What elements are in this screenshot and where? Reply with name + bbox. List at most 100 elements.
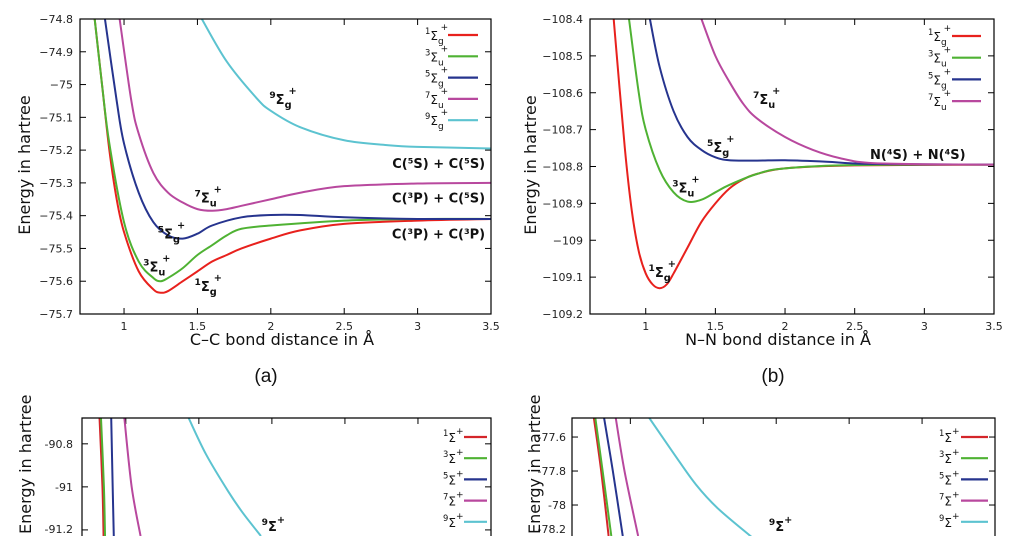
term-subscript: g [173, 235, 180, 246]
legend-label: 9Σ+ [939, 512, 959, 530]
term-symbol: Σ [944, 495, 952, 509]
term-symbol: Σ [679, 181, 688, 196]
legend-label: 5Σ+ [939, 469, 959, 487]
term-symbol: Σ [149, 260, 158, 275]
term-superscript: + [441, 23, 449, 33]
term-superscript: + [668, 259, 676, 270]
term-superscript: + [456, 448, 464, 458]
term-superscript: + [691, 174, 699, 185]
legend-label: 7Σu + [425, 87, 448, 111]
legend-label: 5Σg + [425, 66, 448, 90]
term-multiplicity: 5 [939, 470, 944, 480]
y-tick-label: −109.1 [542, 271, 583, 284]
term-superscript: + [952, 512, 960, 522]
term-superscript: + [277, 515, 285, 526]
term-superscript: + [952, 427, 960, 437]
legend-label: 3Σ+ [939, 448, 959, 466]
term-multiplicity: 3 [143, 258, 149, 268]
series-line-3sigma [628, 19, 994, 203]
series-line-7sigma [123, 418, 142, 536]
y-tick-label: −108.9 [542, 197, 583, 210]
term-subscript: u [941, 60, 947, 70]
x-tick-label: 3.5 [985, 320, 1003, 333]
term-superscript: + [162, 253, 170, 264]
term-multiplicity: 1 [928, 27, 933, 37]
term-multiplicity: 9 [443, 513, 448, 523]
term-multiplicity: 3 [672, 179, 678, 189]
term-superscript: + [456, 491, 464, 501]
term-superscript: + [456, 512, 464, 522]
term-multiplicity: 7 [753, 91, 759, 101]
chart-0: 1 1.5 2 2.5 3 3.5 −74.8 −74.9 −75 −75.1 −75.2 −75.3… [15, 13, 500, 387]
series-line-9sigma [200, 19, 491, 150]
chart-3: -77.6-77.8-78-78.21Σ+3Σ+5Σ+7Σ+9Σ+9Σ+Ener… [525, 395, 996, 536]
series-line-7sigma [700, 19, 994, 166]
term-superscript: + [289, 86, 297, 97]
x-tick-label: 2 [267, 320, 274, 333]
y-tick-label: −75.2 [39, 144, 73, 157]
y-tick-label: -77.8 [538, 465, 566, 478]
term-symbol: Σ [448, 431, 456, 445]
term-symbol: Σ [448, 495, 456, 509]
term-symbol: Σ [164, 228, 173, 243]
series-line-5sigma [648, 19, 994, 166]
term-superscript: + [456, 469, 464, 479]
term-symbol: Σ [944, 431, 952, 445]
term-multiplicity: 7 [939, 492, 944, 502]
term-symbol: Σ [933, 95, 941, 109]
legend-label: 7Σ+ [443, 491, 463, 509]
state-annotation: 3Σu + [672, 174, 699, 199]
term-subscript: u [941, 103, 947, 113]
series-line-3sigma [99, 418, 107, 536]
y-tick-label: −75.3 [39, 177, 73, 190]
term-multiplicity: 7 [425, 90, 430, 100]
term-superscript: + [726, 134, 734, 145]
series-line-9sigma [187, 418, 262, 536]
legend-label: 9Σ+ [443, 512, 463, 530]
y-tick-label: −75.5 [39, 242, 73, 255]
term-multiplicity: 9 [939, 513, 944, 523]
term-multiplicity: 5 [707, 139, 713, 149]
term-multiplicity: 3 [425, 47, 430, 57]
term-symbol: Σ [430, 29, 438, 43]
term-multiplicity: 3 [928, 49, 933, 59]
term-symbol: Σ [201, 280, 210, 295]
term-symbol: Σ [759, 93, 768, 108]
y-tick-label: −108.4 [542, 13, 583, 26]
x-tick-label: 3 [414, 320, 421, 333]
term-subscript: g [941, 81, 947, 91]
x-tick-label: 3 [921, 320, 928, 333]
term-symbol: Σ [448, 473, 456, 487]
state-annotation: 9Σ+ [769, 515, 792, 535]
plot-frame [81, 417, 492, 536]
term-superscript: + [772, 86, 780, 97]
plot-frame [571, 417, 996, 536]
term-symbol: Σ [933, 73, 941, 87]
term-multiplicity: 7 [928, 92, 933, 102]
term-superscript: + [214, 273, 222, 284]
term-symbol: Σ [276, 93, 285, 108]
term-symbol: Σ [944, 473, 952, 487]
series-group [612, 19, 994, 290]
term-symbol: Σ [448, 452, 456, 466]
term-multiplicity: 9 [769, 518, 775, 528]
x-tick-label: 2.5 [335, 320, 353, 333]
state-annotation: 1Σg + [649, 259, 676, 284]
series-line-7sigma [118, 19, 491, 212]
term-multiplicity: 5 [158, 226, 164, 236]
series-line-5sigma [603, 418, 624, 536]
y-tick-label: −108.7 [542, 124, 583, 137]
state-annotation: 7Σu + [753, 86, 780, 111]
term-symbol: Σ [713, 141, 722, 156]
y-tick-label: -91.2 [45, 523, 73, 536]
term-symbol: Σ [268, 520, 277, 535]
term-multiplicity: 1 [649, 264, 655, 274]
x-tick-label: 2.5 [846, 320, 864, 333]
y-tick-label: −75.7 [39, 308, 73, 321]
series-line-1sigma [93, 19, 491, 294]
term-multiplicity: 3 [443, 449, 448, 459]
chart-2: -90.8-91-91.21Σ+3Σ+5Σ+7Σ+9Σ+9Σ+Energy in… [16, 395, 492, 536]
series-line-1sigma [98, 418, 105, 536]
term-symbol: Σ [430, 114, 438, 128]
